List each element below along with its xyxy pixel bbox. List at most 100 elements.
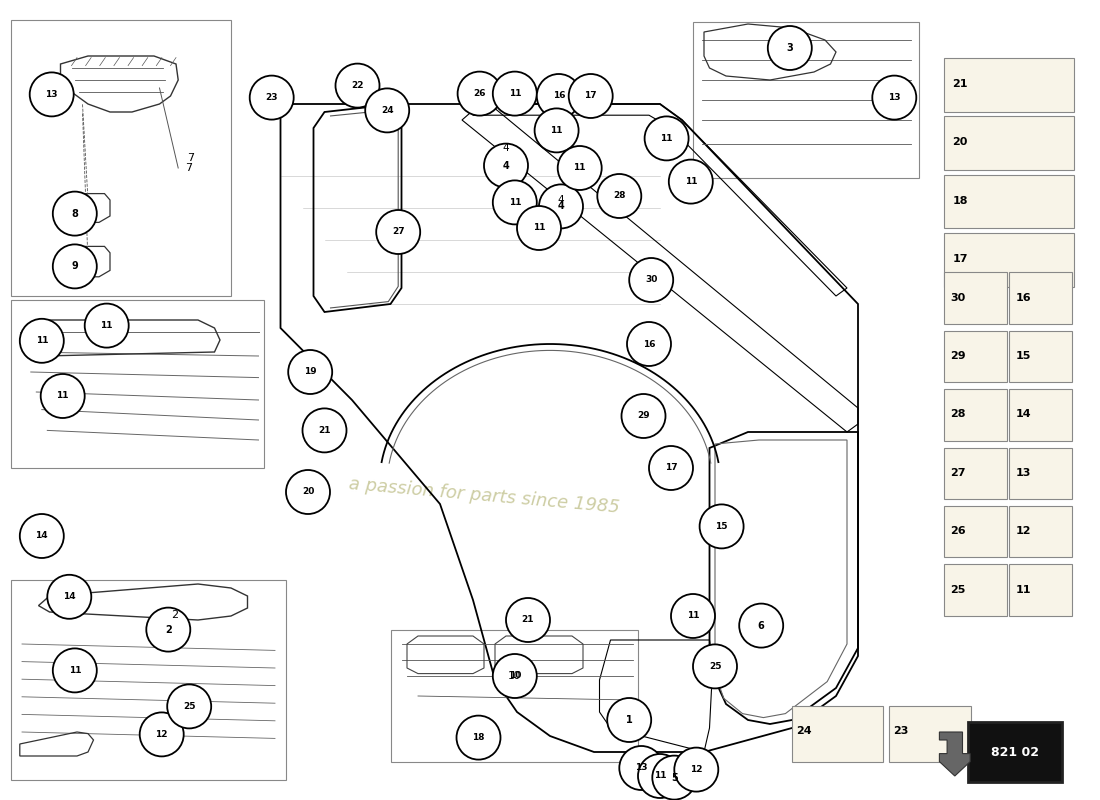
Text: 15: 15 <box>1015 351 1031 361</box>
Text: 13: 13 <box>45 90 58 99</box>
Text: 1: 1 <box>626 715 632 725</box>
Text: 23: 23 <box>893 726 909 736</box>
Text: 8: 8 <box>72 209 78 218</box>
Text: 11: 11 <box>100 321 113 330</box>
Circle shape <box>53 245 97 289</box>
Bar <box>944 273 1006 324</box>
Bar <box>792 706 883 762</box>
Bar <box>11 300 264 468</box>
Text: 5: 5 <box>671 773 678 782</box>
Circle shape <box>629 258 673 302</box>
Circle shape <box>558 146 602 190</box>
Text: 17: 17 <box>584 91 597 101</box>
Text: 26: 26 <box>473 89 486 98</box>
Circle shape <box>47 574 91 619</box>
Text: 11: 11 <box>508 89 521 98</box>
Text: 11: 11 <box>68 666 81 675</box>
Text: 11: 11 <box>1015 585 1031 594</box>
Text: 27: 27 <box>392 227 405 237</box>
Text: 21: 21 <box>318 426 331 435</box>
Bar <box>11 580 286 780</box>
Circle shape <box>700 504 744 549</box>
Polygon shape <box>939 732 970 776</box>
Text: 19: 19 <box>304 367 317 377</box>
Circle shape <box>638 754 682 798</box>
Bar <box>1009 565 1071 616</box>
Text: 11: 11 <box>684 177 697 186</box>
Text: 10: 10 <box>508 671 521 681</box>
Text: 25: 25 <box>708 662 722 671</box>
Text: 11: 11 <box>35 336 48 346</box>
Circle shape <box>20 514 64 558</box>
Text: 20: 20 <box>301 487 315 497</box>
Bar <box>944 174 1074 228</box>
Text: 16: 16 <box>1015 293 1031 302</box>
Circle shape <box>30 72 74 117</box>
Circle shape <box>607 698 651 742</box>
Text: 24: 24 <box>381 106 394 115</box>
Text: 7: 7 <box>185 163 191 173</box>
Circle shape <box>146 608 190 651</box>
Circle shape <box>693 645 737 688</box>
Text: a passion for parts since 1985: a passion for parts since 1985 <box>348 475 620 517</box>
Bar <box>1009 273 1071 324</box>
Circle shape <box>872 76 916 119</box>
Circle shape <box>506 598 550 642</box>
Circle shape <box>286 470 330 514</box>
Circle shape <box>20 318 64 363</box>
Bar <box>944 331 1006 382</box>
Text: 4: 4 <box>558 202 564 211</box>
Circle shape <box>250 76 294 119</box>
Circle shape <box>597 174 641 218</box>
Circle shape <box>376 210 420 254</box>
Text: 25: 25 <box>950 585 966 594</box>
Circle shape <box>85 304 129 347</box>
Circle shape <box>649 446 693 490</box>
Circle shape <box>619 746 663 790</box>
Text: 13: 13 <box>635 763 648 773</box>
Text: 12: 12 <box>1015 526 1031 536</box>
Text: 28: 28 <box>950 410 966 419</box>
Text: 21: 21 <box>521 615 535 625</box>
Text: 13: 13 <box>888 93 901 102</box>
Circle shape <box>365 88 409 133</box>
Bar <box>944 390 1006 441</box>
Bar <box>1009 506 1071 558</box>
Text: 14: 14 <box>63 592 76 602</box>
Circle shape <box>768 26 812 70</box>
Bar <box>944 565 1006 616</box>
Text: 11: 11 <box>573 163 586 173</box>
Text: 24: 24 <box>796 726 812 736</box>
Circle shape <box>493 72 537 115</box>
Circle shape <box>537 74 581 118</box>
Text: 4: 4 <box>503 143 509 153</box>
Circle shape <box>493 654 537 698</box>
Text: 4: 4 <box>503 161 509 170</box>
Text: 13: 13 <box>1015 468 1031 478</box>
Bar <box>1009 331 1071 382</box>
Text: 14: 14 <box>1015 410 1031 419</box>
Text: 30: 30 <box>645 275 658 285</box>
Circle shape <box>140 712 184 757</box>
Text: 29: 29 <box>637 411 650 421</box>
Circle shape <box>53 192 97 235</box>
Text: 11: 11 <box>532 223 546 233</box>
Circle shape <box>53 648 97 692</box>
Text: 11: 11 <box>56 391 69 401</box>
Circle shape <box>569 74 613 118</box>
Bar <box>11 20 231 296</box>
Bar <box>944 448 1006 499</box>
Text: 18: 18 <box>472 733 485 742</box>
Text: 12: 12 <box>155 730 168 739</box>
Text: 3: 3 <box>786 43 793 53</box>
Circle shape <box>652 755 696 800</box>
Text: 2: 2 <box>172 610 178 620</box>
Text: 16: 16 <box>642 339 656 349</box>
Circle shape <box>302 408 346 453</box>
Bar <box>944 506 1006 558</box>
Circle shape <box>41 374 85 418</box>
Bar <box>944 116 1074 170</box>
Text: 14: 14 <box>35 531 48 541</box>
Text: 23: 23 <box>265 93 278 102</box>
Circle shape <box>739 603 783 648</box>
